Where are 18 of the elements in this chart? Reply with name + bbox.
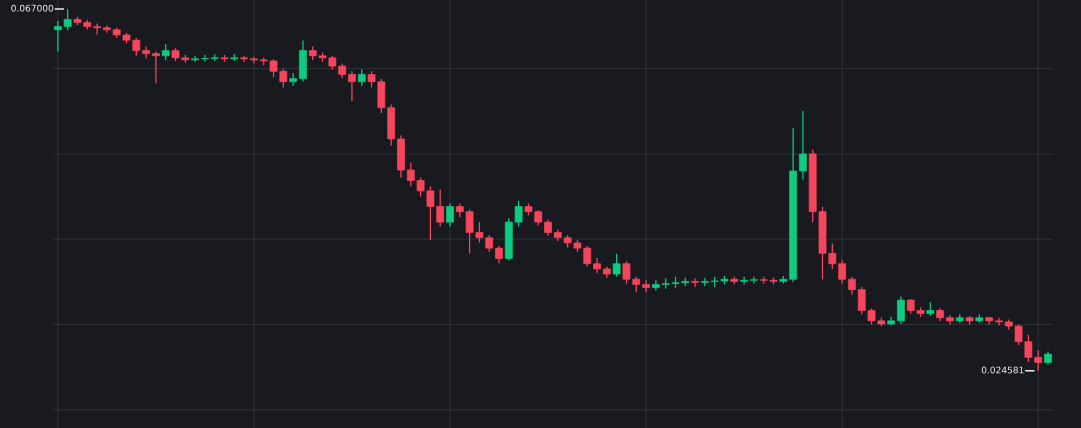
candlestick	[799, 110, 807, 181]
annotation: 0.024581	[981, 366, 1024, 374]
candlestick	[701, 277, 709, 287]
candlestick	[642, 279, 650, 293]
candlestick	[691, 277, 699, 288]
candlestick	[93, 22, 101, 36]
candlestick	[897, 295, 905, 325]
candlestick	[103, 24, 111, 34]
candlestick	[750, 276, 758, 285]
candlestick	[612, 253, 621, 278]
candlestick	[348, 70, 356, 102]
candlestick	[142, 45, 150, 60]
candlestick	[740, 276, 748, 286]
candlestick	[446, 202, 454, 228]
annotation: 0.067000	[11, 4, 54, 12]
candlestick	[152, 50, 160, 84]
candlestick	[289, 72, 298, 87]
candlestick	[201, 54, 209, 63]
